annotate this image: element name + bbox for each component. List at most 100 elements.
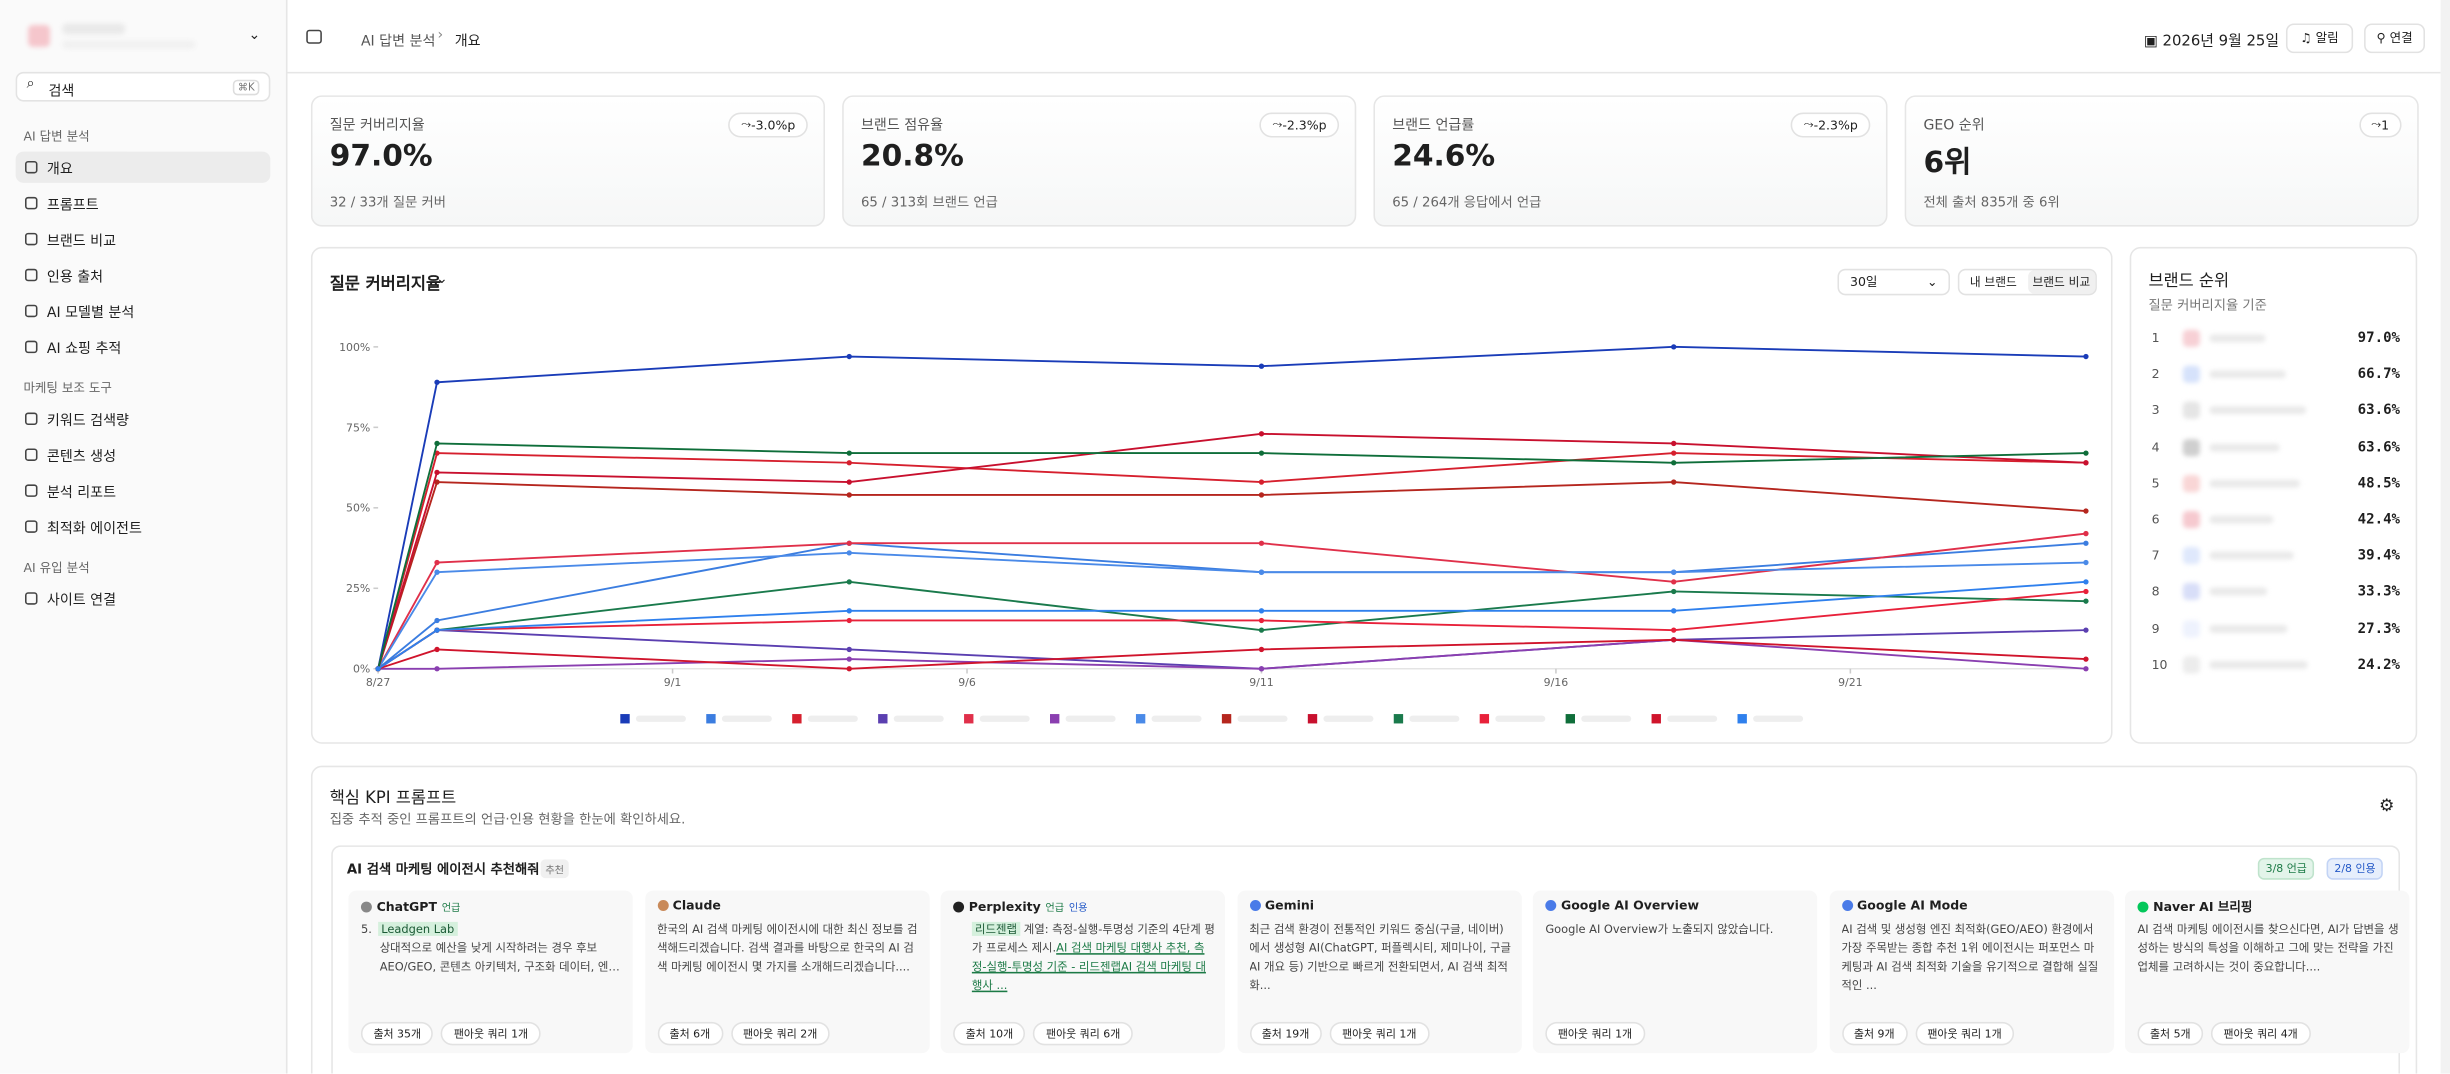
search-icon: ⌕ xyxy=(26,76,35,93)
answer-bullet: 상대적으로 예산을 낮게 시작하려는 경우 후보 xyxy=(379,940,598,955)
engine-name: Google AI Overview xyxy=(1560,898,1699,913)
nav-label: 프롬프트 xyxy=(46,197,99,214)
legend-swatch xyxy=(878,714,888,724)
breadcrumb-parent[interactable]: AI 답변 분석 xyxy=(360,34,436,50)
line-chart: 0% 25% 50% 75% 100% 8/27 9/1 9/6 9/11 9/16 9/21 xyxy=(339,341,2089,724)
rank-name-blurred xyxy=(2209,479,2300,488)
rank-number: 1 xyxy=(2151,331,2160,346)
ranking-subtitle: 질문 커버리지율 기준 xyxy=(2148,298,2267,315)
nav-item[interactable]: 최적화 에이전트 xyxy=(16,511,271,542)
engine-body: 한국의 AI 검색 마케팅 에이전시에 대한 최신 정보를 검색해드리겠습니다.… xyxy=(657,920,920,1011)
x-tick-label: 9/11 xyxy=(1249,676,1274,689)
nav-item[interactable]: AI 모델별 분석 xyxy=(16,295,271,326)
date: ▣ 2026년 9월 25일 xyxy=(2143,32,2280,50)
rank-logo xyxy=(2182,547,2200,565)
data-point xyxy=(846,460,852,466)
nav-item[interactable]: 인용 출처 xyxy=(16,259,271,290)
workspace-toggle[interactable]: ⌄ xyxy=(248,28,261,44)
engine-tag: 인용 xyxy=(1068,901,1088,915)
x-tick-label: 9/6 xyxy=(958,676,976,689)
legend-label-blurred xyxy=(1323,715,1374,722)
rank-value: 42.4% xyxy=(2357,512,2400,529)
engine-chip: 팬아웃 쿼리 6개 xyxy=(1033,1021,1133,1046)
nav-item[interactable]: 키워드 검색량 xyxy=(16,403,271,434)
data-point xyxy=(434,379,440,385)
series-line xyxy=(377,432,2086,670)
legend-label-blurred xyxy=(1151,715,1202,722)
series-line xyxy=(377,532,2087,670)
data-point xyxy=(375,666,381,672)
data-point xyxy=(2083,460,2089,466)
kpi-value: 97.0% xyxy=(329,139,433,174)
nav-icon xyxy=(25,304,38,318)
y-tick-label: 75% xyxy=(346,421,370,434)
legend-swatch xyxy=(1307,714,1318,724)
cite-link[interactable]: AI 검색 마케팅 대행사 추천, 측정-실행-투명성 기준 - 리드젠랩AI … xyxy=(971,940,1206,993)
data-point xyxy=(1258,608,1265,614)
engine-text: 최근 검색 환경이 전통적인 키워드 중심(구글, 네이버)에서 생성형 AI(… xyxy=(1249,921,1511,993)
kpi-sub: 65 / 313회 브랜드 언급 xyxy=(860,195,998,211)
engine-card: Claude 한국의 AI 검색 마케팅 에이전시에 대한 최신 정보를 검색해드… xyxy=(644,890,929,1054)
nav-item[interactable]: 브랜드 비교 xyxy=(16,223,271,254)
rank-value: 63.6% xyxy=(2357,439,2400,456)
settings-button[interactable]: ⚙ xyxy=(2379,795,2395,816)
nav-item[interactable]: 콘텐츠 생성 xyxy=(16,439,271,470)
legend-swatch xyxy=(1050,714,1060,724)
ranking-card: 브랜드 순위 질문 커버리지율 기준 1 97.0% 2 66.7% 3 63.6% 4 63… xyxy=(2129,246,2418,744)
nav-label: 브랜드 비교 xyxy=(46,233,117,250)
rank-name-blurred xyxy=(2209,406,2307,415)
chart-title[interactable]: 질문 커버리지율 xyxy=(329,275,442,294)
alert-button[interactable]: ♫ 알림 xyxy=(2285,23,2354,54)
engine-name: Perplexity xyxy=(968,899,1041,914)
nav-item[interactable]: AI 쇼핑 추적 xyxy=(16,331,271,362)
brand-highlight: Leadgen Lab xyxy=(378,921,458,936)
nav-item[interactable]: 사이트 연결 xyxy=(16,583,271,614)
kpi-sub: 32 / 33개 질문 커버 xyxy=(329,195,446,211)
engine-name: Google AI Mode xyxy=(1857,898,1968,913)
search-box[interactable]: ⌕ 검색 ⌘K xyxy=(15,71,271,102)
nav-icon xyxy=(25,160,38,174)
data-point xyxy=(434,569,440,575)
data-point xyxy=(2083,540,2089,546)
sidebar-toggle[interactable] xyxy=(306,29,322,44)
prompt-text: AI 검색 마케팅 에이전시 추천해줘 xyxy=(346,862,540,879)
engine-chip: 출처 9개 xyxy=(1841,1021,1908,1046)
engine-chip: 팬아웃 쿼리 2개 xyxy=(730,1021,830,1046)
data-point xyxy=(2083,598,2089,604)
nav-item[interactable]: 분석 리포트 xyxy=(16,475,271,506)
kpi-title: 브랜드 점유율 xyxy=(860,118,944,135)
toggle-mine[interactable]: 내 브랜드 xyxy=(1969,275,2017,290)
range-select[interactable]: 30일 ⌄ xyxy=(1837,268,1950,296)
data-point xyxy=(846,540,852,546)
nav-icon xyxy=(25,232,38,246)
data-point xyxy=(1671,460,1677,466)
data-point xyxy=(2083,579,2089,585)
data-point xyxy=(1258,569,1265,575)
data-point xyxy=(846,550,852,556)
engine-chips: 출처 35개 팬아웃 쿼리 1개 xyxy=(360,1021,541,1046)
data-point xyxy=(434,617,440,624)
engine-chip: 팬아웃 쿼리 1개 xyxy=(1914,1021,2015,1046)
nav-icon xyxy=(25,340,38,354)
data-point xyxy=(434,479,440,485)
y-tick-label: 0% xyxy=(353,663,370,676)
series-line xyxy=(377,345,2086,669)
rank-value: 33.3% xyxy=(2357,584,2400,601)
engine-card: Naver AI 브리핑 AI 검색 마케팅 에이전시를 찾으신다면, AI가 답… xyxy=(2125,890,2410,1054)
legend-label-blurred xyxy=(1495,715,1546,722)
nav-item[interactable]: 개요 xyxy=(15,151,271,183)
engine-chip: 출처 5개 xyxy=(2137,1021,2204,1046)
data-point xyxy=(846,666,852,672)
scrollbar xyxy=(2440,0,2450,1074)
data-point xyxy=(2083,666,2089,672)
rank-logo xyxy=(2182,365,2200,384)
rank-name-blurred xyxy=(2209,660,2308,669)
mention-count: 3/8 언급 xyxy=(2257,857,2315,880)
nav-item[interactable]: 프롬프트 xyxy=(16,188,271,219)
legend-label-blurred xyxy=(1409,715,1460,722)
rank-logo xyxy=(2182,619,2200,637)
toggle-compare[interactable]: 브랜드 비교 xyxy=(2027,270,2096,294)
rank-number: 9 xyxy=(2151,621,2160,636)
connect-button[interactable]: ⚲ 연결 xyxy=(2364,23,2425,54)
data-point xyxy=(2083,450,2089,456)
